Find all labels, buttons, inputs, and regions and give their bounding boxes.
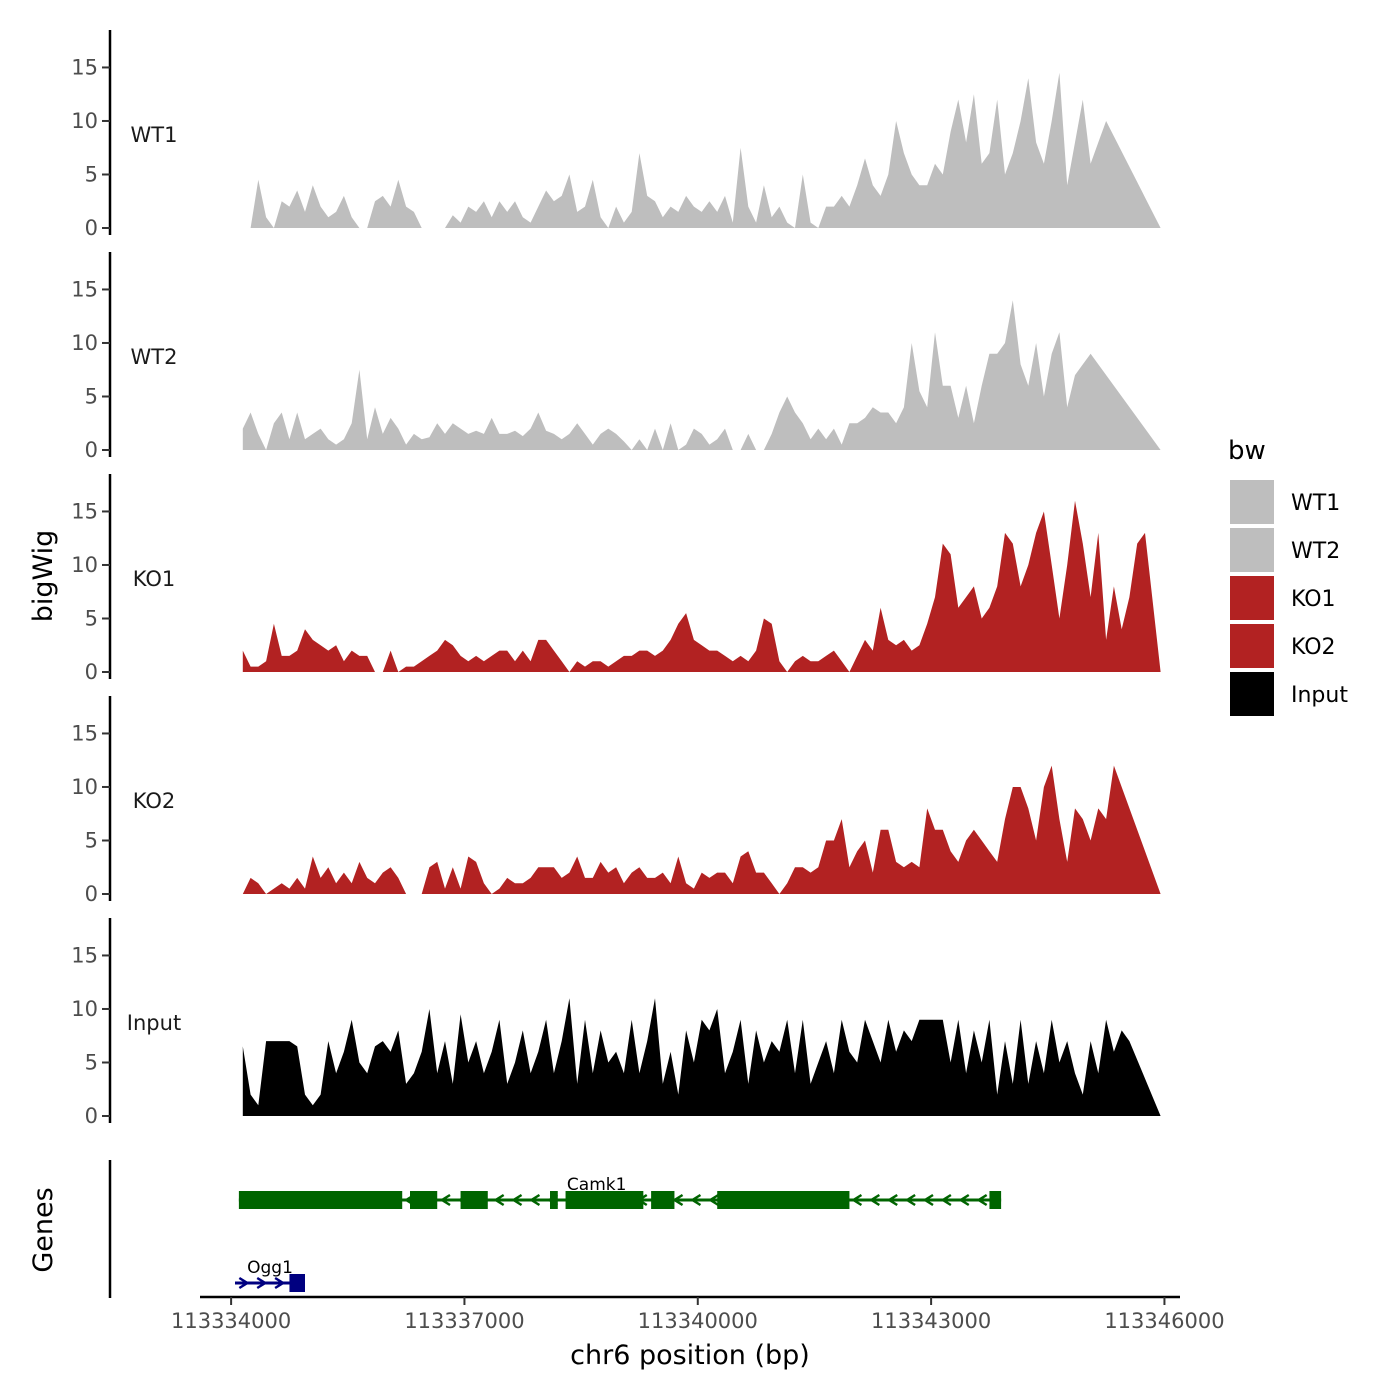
- legend-label-ko2: KO2: [1291, 635, 1336, 660]
- legend-label-ko1: KO1: [1291, 587, 1336, 612]
- strand-arrow: [851, 1193, 863, 1207]
- y-tick-label: 5: [85, 1050, 98, 1074]
- legend-swatch-wt2: [1230, 528, 1274, 572]
- strand-arrow: [238, 1276, 250, 1290]
- x-tick-label: 113343000: [871, 1309, 991, 1333]
- strand-arrow: [439, 1193, 451, 1207]
- gene-track-title: Genes: [28, 1187, 59, 1272]
- strand-arrow: [958, 1193, 970, 1207]
- y-tick-label: 10: [71, 553, 98, 577]
- y-tick-label: 10: [71, 331, 98, 355]
- track-input: 0 5 10 15 Input: [71, 918, 1161, 1128]
- y-tick-label: 15: [71, 721, 98, 745]
- signal-area-wt1: [242, 72, 1161, 228]
- y-tick-label: 10: [71, 775, 98, 799]
- y-tick-label: 10: [71, 997, 98, 1021]
- y-tick-label: 0: [85, 1104, 98, 1128]
- track-wt2: 0 5 10 15 WT2: [71, 252, 1161, 462]
- y-tick-label: 15: [71, 499, 98, 523]
- gene-exon: [717, 1191, 850, 1209]
- y-tick-label: 0: [85, 216, 98, 240]
- track-ko2: 0 5 10 15 KO2: [71, 696, 1161, 906]
- gene-exon: [989, 1191, 1002, 1209]
- strand-arrow: [493, 1193, 505, 1207]
- x-tick-label: 113340000: [638, 1309, 758, 1333]
- gene-label: Ogg1: [247, 1258, 293, 1278]
- gene-track: Camk1 Ogg1: [108, 1160, 1002, 1298]
- y-tick-label: 15: [71, 277, 98, 301]
- gene-exon: [565, 1191, 644, 1209]
- y-tick-label: 10: [71, 109, 98, 133]
- track-wt1: 0 5 10 15 WT1: [71, 30, 1161, 240]
- strand-arrow: [707, 1193, 719, 1207]
- strand-arrow: [511, 1193, 523, 1207]
- signal-area-wt2: [242, 300, 1161, 450]
- strand-arrow: [672, 1193, 684, 1207]
- legend-swatch-ko2: [1230, 624, 1274, 668]
- signal-area-input: [242, 998, 1161, 1116]
- y-tick-label: 0: [85, 882, 98, 906]
- legend-label-input: Input: [1291, 683, 1348, 708]
- strand-arrow: [529, 1193, 541, 1207]
- strand-arrow: [886, 1193, 898, 1207]
- x-tick-label: 113346000: [1104, 1309, 1224, 1333]
- legend-swatch-ko1: [1230, 576, 1274, 620]
- legend-title: bw: [1228, 436, 1266, 466]
- x-tick-label: 113334000: [171, 1309, 291, 1333]
- y-tick-label: 5: [85, 828, 98, 852]
- track-ko1: 0 5 10 15 KO1: [71, 474, 1161, 684]
- gene-exon: [651, 1191, 675, 1209]
- track-label: WT1: [131, 123, 178, 147]
- strand-arrow: [904, 1193, 916, 1207]
- signal-tracks: 0 5 10 15 WT1 0 5 10 15 WT2 0 5 10 15 KO1 0 5 10 15 KO2 0 5 10…: [71, 30, 1161, 1128]
- legend: bw WT1 WT2 KO1 KO2 Input: [1228, 436, 1348, 716]
- signal-area-ko2: [242, 765, 1161, 894]
- strand-arrow: [976, 1193, 988, 1207]
- gene-exon: [550, 1191, 558, 1209]
- track-label: KO1: [133, 567, 176, 591]
- x-axis: 113334000 113337000 113340000 113343000 1133…: [171, 1295, 1225, 1333]
- gene-camk1: Camk1: [238, 1175, 1002, 1209]
- legend-swatch-wt1: [1230, 480, 1274, 524]
- y-axis-title: bigWig: [28, 530, 59, 623]
- legend-swatch-input: [1230, 672, 1274, 716]
- y-tick-label: 0: [85, 660, 98, 684]
- gene-exon: [460, 1191, 488, 1209]
- gene-exon: [238, 1191, 403, 1209]
- strand-arrow: [868, 1193, 880, 1207]
- gene-exon: [410, 1191, 438, 1209]
- track-label: WT2: [131, 345, 178, 369]
- track-label: KO2: [133, 789, 176, 813]
- y-tick-label: 5: [85, 384, 98, 408]
- strand-arrow: [256, 1276, 268, 1290]
- legend-label-wt2: WT2: [1291, 539, 1340, 564]
- track-label: Input: [127, 1011, 181, 1035]
- y-tick-label: 5: [85, 606, 98, 630]
- strand-arrow: [274, 1276, 286, 1290]
- signal-area-ko1: [242, 500, 1161, 672]
- x-axis-title: chr6 position (bp): [570, 1340, 810, 1371]
- y-tick-label: 5: [85, 162, 98, 186]
- gene-ogg1: Ogg1: [235, 1258, 305, 1292]
- y-tick-label: 0: [85, 438, 98, 462]
- strand-arrow: [940, 1193, 952, 1207]
- gene-label: Camk1: [567, 1175, 627, 1195]
- gene-exon: [289, 1274, 305, 1292]
- strand-arrow: [690, 1193, 702, 1207]
- strand-arrow: [922, 1193, 934, 1207]
- y-tick-label: 15: [71, 943, 98, 967]
- legend-label-wt1: WT1: [1291, 491, 1340, 516]
- y-tick-label: 15: [71, 55, 98, 79]
- x-tick-label: 113337000: [404, 1309, 524, 1333]
